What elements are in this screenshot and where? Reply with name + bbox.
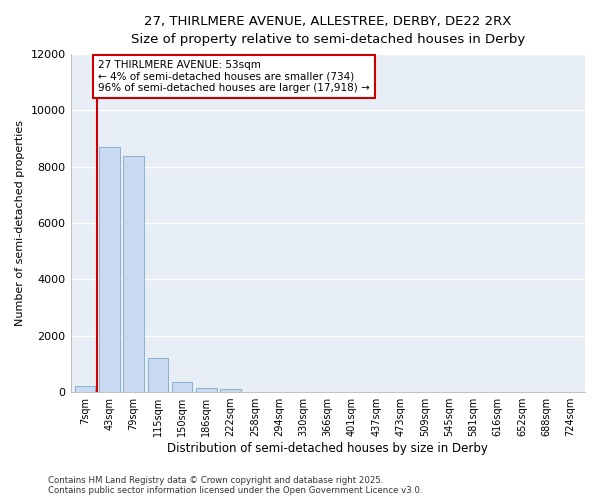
Bar	[196, 388, 217, 392]
Bar	[75, 386, 95, 392]
Bar	[124, 156, 144, 392]
X-axis label: Distribution of semi-detached houses by size in Derby: Distribution of semi-detached houses by …	[167, 442, 488, 455]
Bar	[220, 390, 241, 392]
Text: Contains HM Land Registry data © Crown copyright and database right 2025.
Contai: Contains HM Land Registry data © Crown c…	[48, 476, 422, 495]
Bar	[148, 358, 168, 392]
Y-axis label: Number of semi-detached properties: Number of semi-detached properties	[15, 120, 25, 326]
Bar	[172, 382, 193, 392]
Bar	[99, 147, 119, 392]
Title: 27, THIRLMERE AVENUE, ALLESTREE, DERBY, DE22 2RX
Size of property relative to se: 27, THIRLMERE AVENUE, ALLESTREE, DERBY, …	[131, 15, 525, 46]
Text: 27 THIRLMERE AVENUE: 53sqm
← 4% of semi-detached houses are smaller (734)
96% of: 27 THIRLMERE AVENUE: 53sqm ← 4% of semi-…	[98, 60, 370, 93]
